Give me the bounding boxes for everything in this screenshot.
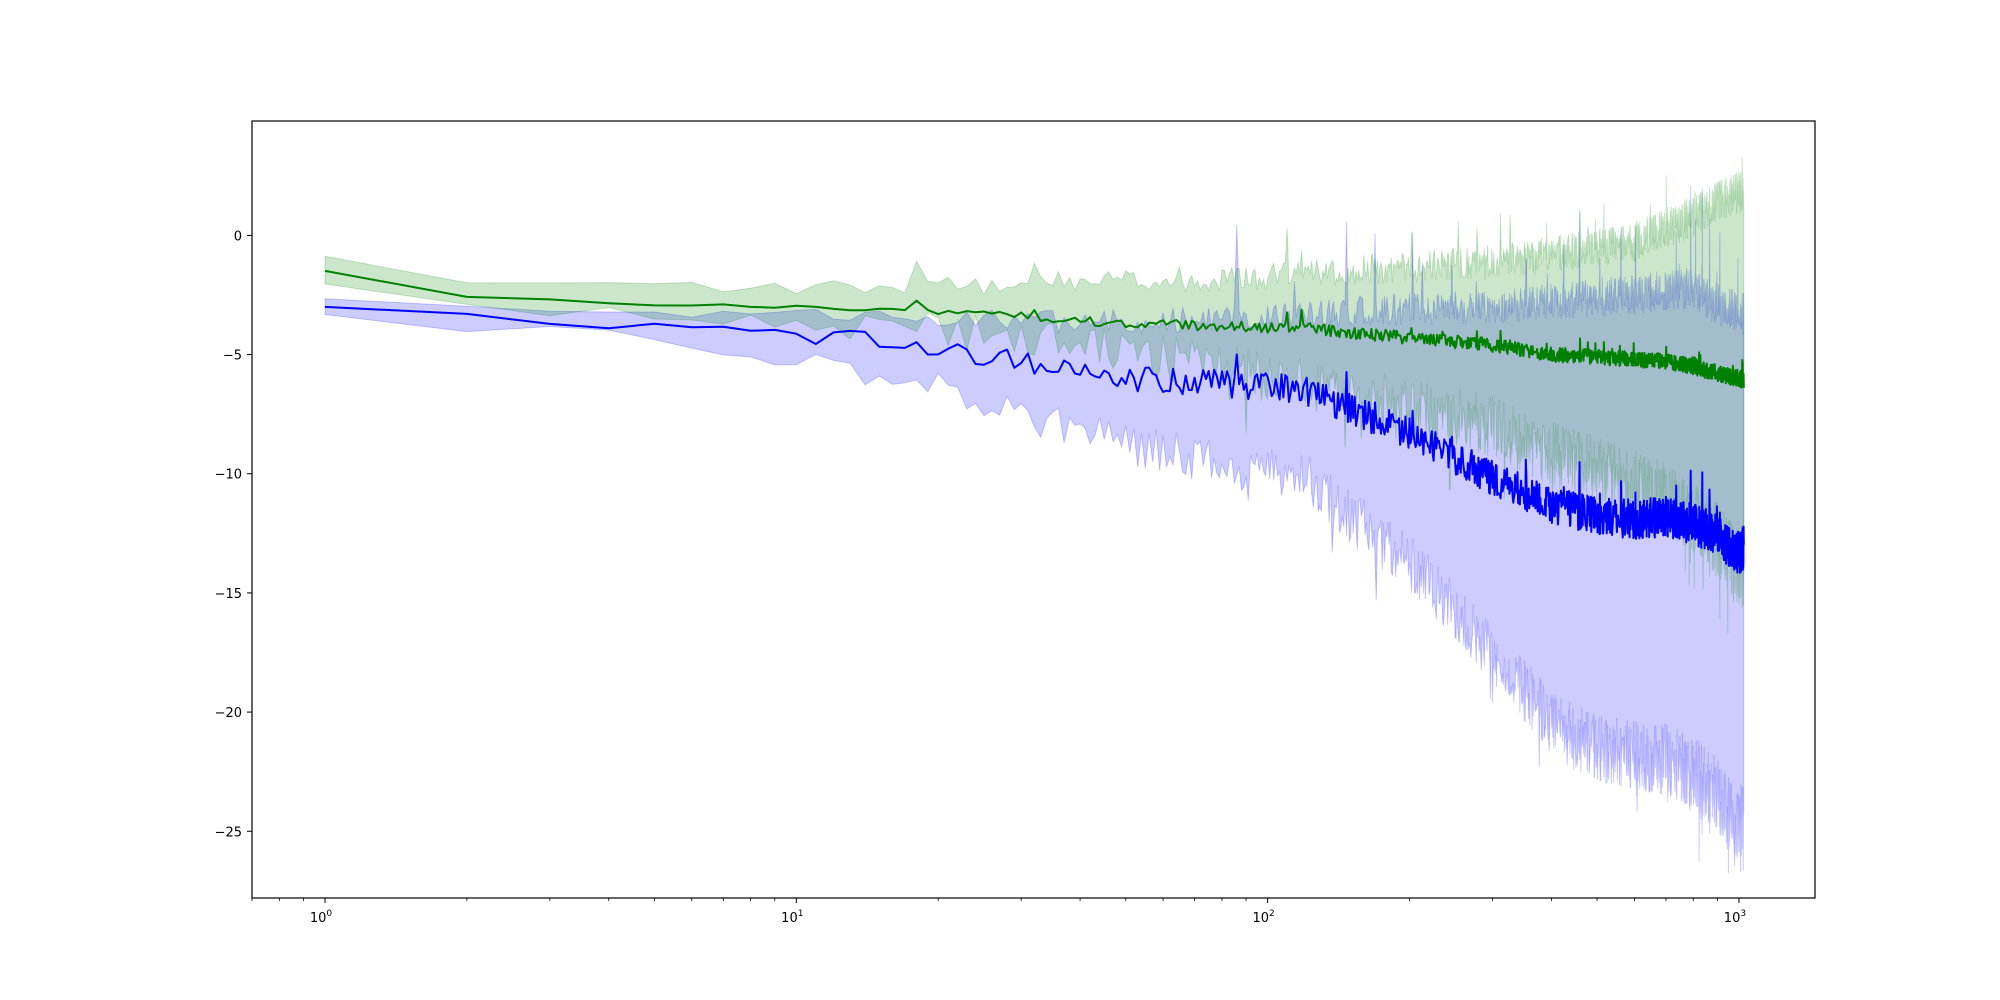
series-1-mean-line <box>324 305 1745 574</box>
y-tick-label: −20 <box>215 706 242 721</box>
y-tick-label: 0 <box>234 229 242 244</box>
series-layer <box>324 157 1745 874</box>
series-0-mean-line <box>324 269 1745 389</box>
y-tick-label: −25 <box>215 825 242 840</box>
y-tick-label: −5 <box>223 349 242 364</box>
y-tick-label: −10 <box>215 468 242 483</box>
plot-area-frame <box>251 120 1816 899</box>
series-1-confidence-band <box>324 186 1745 874</box>
y-tick-label: −15 <box>215 587 242 602</box>
